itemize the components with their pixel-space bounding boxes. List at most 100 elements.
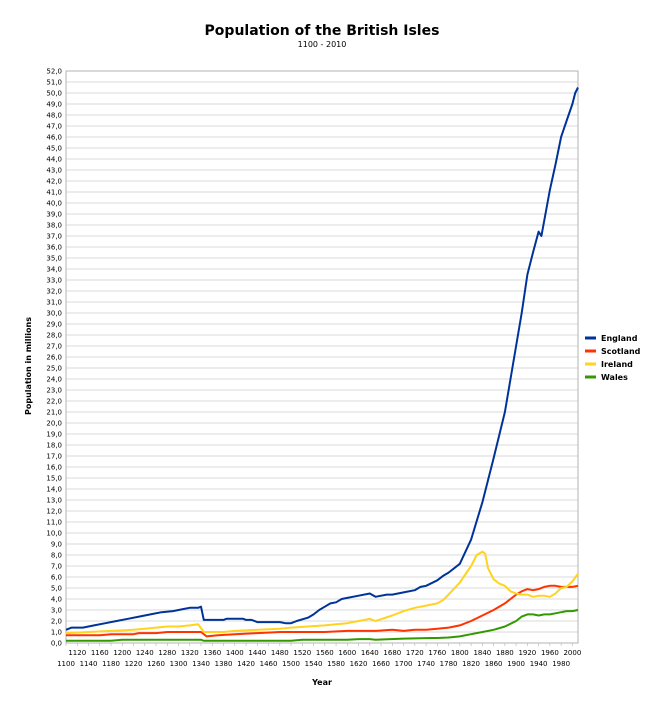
x-tick-label: 1480 xyxy=(271,649,289,657)
legend-swatch-ireland xyxy=(585,362,596,366)
y-tick-label: 8,0 xyxy=(51,552,62,560)
y-tick-label: 38,0 xyxy=(46,222,62,230)
y-tick-label: 41,0 xyxy=(46,189,62,197)
x-tick-label: 1300 xyxy=(170,660,188,668)
x-tick-label: 1780 xyxy=(440,660,458,668)
legend-label-england: England xyxy=(601,334,638,343)
x-tick-label: 1980 xyxy=(552,660,570,668)
series-line-england xyxy=(65,87,579,631)
series-line-wales xyxy=(66,609,579,642)
x-tick-label: 1960 xyxy=(541,649,559,657)
x-tick-label: 1900 xyxy=(507,660,525,668)
y-tick-label: 7,0 xyxy=(51,563,62,571)
y-tick-label: 43,0 xyxy=(46,167,62,175)
x-tick-label: 1320 xyxy=(181,649,199,657)
y-tick-label: 23,0 xyxy=(46,387,62,395)
y-tick-label: 2,0 xyxy=(51,618,62,626)
y-tick-label: 1,0 xyxy=(51,629,62,637)
x-tick-label: 1260 xyxy=(147,660,165,668)
y-tick-label: 50,0 xyxy=(46,90,62,98)
legend: England Scotland Ireland Wales xyxy=(585,334,641,382)
y-tick-label: 26,0 xyxy=(46,354,62,362)
y-tick-label: 21,0 xyxy=(46,409,62,417)
legend-swatch-scotland xyxy=(585,349,596,353)
x-tick-label: 1940 xyxy=(530,660,548,668)
x-tick-label: 1580 xyxy=(327,660,345,668)
y-tick-label: 4,0 xyxy=(51,596,62,604)
x-tick-label: 1760 xyxy=(428,649,446,657)
chart-subtitle: 1100 - 2010 xyxy=(298,40,347,49)
y-tick-label: 35,0 xyxy=(46,255,62,263)
x-tick-label: 1700 xyxy=(395,660,413,668)
legend-swatch-wales xyxy=(585,375,596,379)
y-tick-label: 36,0 xyxy=(46,244,62,252)
x-tick-label: 1160 xyxy=(91,649,109,657)
y-tick-label: 16,0 xyxy=(46,464,62,472)
plot-frame xyxy=(65,70,579,644)
x-tick-label: 1400 xyxy=(226,649,244,657)
y-tick-label: 47,0 xyxy=(46,123,62,131)
x-tick-label: 1120 xyxy=(68,649,86,657)
x-tick-label: 1560 xyxy=(316,649,334,657)
x-tick-label: 1620 xyxy=(350,660,368,668)
y-tick-label: 33,0 xyxy=(46,277,62,285)
x-tick-label: 1660 xyxy=(372,660,390,668)
y-tick-label: 15,0 xyxy=(46,475,62,483)
y-tick-label: 40,0 xyxy=(46,200,62,208)
x-tick-label: 1200 xyxy=(113,649,131,657)
x-tick-label: 1880 xyxy=(496,649,514,657)
x-tick-label: 1840 xyxy=(473,649,491,657)
y-tick-label: 13,0 xyxy=(46,497,62,505)
x-tick-label: 1460 xyxy=(260,660,278,668)
x-axis-title: Year xyxy=(311,678,332,687)
y-tick-label: 44,0 xyxy=(46,156,62,164)
x-tick-label: 1180 xyxy=(102,660,120,668)
legend-label-scotland: Scotland xyxy=(601,347,641,356)
y-axis-title: Population in millions xyxy=(24,317,33,415)
x-tick-label: 1380 xyxy=(215,660,233,668)
x-tick-label: 1280 xyxy=(158,649,176,657)
y-tick-label: 11,0 xyxy=(46,519,62,527)
x-tick-label: 1920 xyxy=(518,649,536,657)
legend-label-ireland: Ireland xyxy=(601,360,633,369)
y-tick-label: 30,0 xyxy=(46,310,62,318)
y-tick-label: 0,0 xyxy=(51,640,62,648)
x-tick-label: 1240 xyxy=(136,649,154,657)
x-tick-label: 1820 xyxy=(462,660,480,668)
y-tick-label: 19,0 xyxy=(46,431,62,439)
y-tick-label: 17,0 xyxy=(46,453,62,461)
x-tick-label: 1440 xyxy=(248,649,266,657)
y-tick-label: 46,0 xyxy=(46,134,62,142)
y-tick-label: 48,0 xyxy=(46,112,62,120)
x-tick-label: 1220 xyxy=(125,660,143,668)
x-tick-label: 2000 xyxy=(563,649,581,657)
y-tick-label: 10,0 xyxy=(46,530,62,538)
series-lines xyxy=(65,87,579,642)
x-tick-label: 1540 xyxy=(305,660,323,668)
x-tick-label: 1360 xyxy=(203,649,221,657)
y-tick-label: 25,0 xyxy=(46,365,62,373)
y-tick-label: 32,0 xyxy=(46,288,62,296)
x-tick-label: 1640 xyxy=(361,649,379,657)
y-tick-label: 3,0 xyxy=(51,607,62,615)
y-tick-label: 31,0 xyxy=(46,299,62,307)
y-axis-ticks: 0,0 1,0 2,0 3,0 4,0 5,0 6,0 7,0 8,0 9,0 10,0 11,0 12… xyxy=(46,68,62,648)
y-tick-label: 18,0 xyxy=(46,442,62,450)
x-tick-label: 1520 xyxy=(293,649,311,657)
y-tick-label: 24,0 xyxy=(46,376,62,384)
x-tick-label: 1600 xyxy=(338,649,356,657)
y-tick-label: 37,0 xyxy=(46,233,62,241)
x-tick-label: 1340 xyxy=(192,660,210,668)
x-axis-ticks: 1100 1140 1180 1220 1260 1300 1340 1380 1420 1460… xyxy=(57,643,581,668)
chart-title: Population of the British Isles xyxy=(205,23,440,39)
y-tick-label: 27,0 xyxy=(46,343,62,351)
gridlines xyxy=(66,70,578,644)
y-tick-label: 12,0 xyxy=(46,508,62,516)
y-tick-label: 42,0 xyxy=(46,178,62,186)
y-tick-label: 22,0 xyxy=(46,398,62,406)
x-tick-label: 1680 xyxy=(383,649,401,657)
y-tick-label: 20,0 xyxy=(46,420,62,428)
series-line-scotland xyxy=(66,584,579,638)
y-tick-label: 6,0 xyxy=(51,574,62,582)
